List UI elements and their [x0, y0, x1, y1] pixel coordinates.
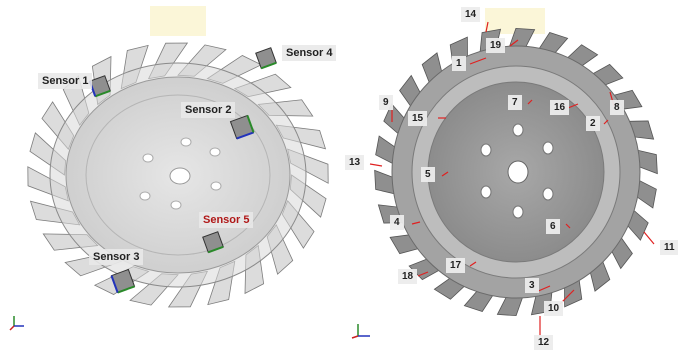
marker-15: 15 — [408, 111, 428, 126]
marker-17: 17 — [446, 258, 466, 273]
marker-1: 1 — [452, 56, 466, 71]
marker-6: 6 — [546, 219, 560, 234]
sensor-1-label: Sensor 1 — [38, 73, 93, 89]
sensor-5-label: Sensor 5 — [199, 212, 254, 228]
sensor-2-label: Sensor 2 — [181, 102, 236, 118]
sensor-3-cube — [110, 268, 136, 294]
marker-leader — [567, 103, 579, 109]
sensor-2-cube — [229, 114, 255, 140]
marker-9: 9 — [379, 95, 393, 110]
right-wheel — [374, 27, 658, 317]
axis-triad-left — [9, 316, 24, 331]
marker-16: 16 — [550, 100, 570, 115]
marker-leader — [643, 231, 655, 245]
marker-19: 19 — [486, 38, 506, 53]
marker-4: 4 — [390, 215, 404, 230]
marker-leader — [509, 39, 519, 47]
marker-8: 8 — [610, 100, 624, 115]
marker-14: 14 — [461, 7, 481, 22]
marker-leader — [485, 21, 489, 33]
marker-leader — [527, 99, 533, 105]
sensor-4-label: Sensor 4 — [282, 45, 337, 61]
axis-triad-right — [351, 324, 370, 339]
marker-leader — [441, 171, 449, 177]
marker-leader — [369, 163, 383, 167]
marker-leader — [469, 261, 477, 267]
marker-leader — [603, 119, 609, 125]
marker-7: 7 — [508, 95, 522, 110]
sensor-4-cube — [255, 47, 277, 70]
marker-18: 18 — [398, 269, 418, 284]
marker-leader — [469, 57, 487, 65]
marker-leader — [417, 271, 429, 277]
marker-3: 3 — [525, 278, 539, 293]
marker-10: 10 — [544, 301, 564, 316]
marker-leader — [411, 221, 421, 225]
marker-leader — [565, 223, 571, 229]
marker-leader-lines — [369, 21, 655, 336]
left-shaft — [150, 6, 206, 36]
marker-5: 5 — [421, 167, 435, 182]
marker-11: 11 — [660, 240, 678, 255]
sensor-5-cube — [202, 231, 224, 254]
marker-13: 13 — [345, 155, 365, 170]
marker-2: 2 — [586, 116, 600, 131]
sensor-3-label: Sensor 3 — [89, 249, 144, 265]
